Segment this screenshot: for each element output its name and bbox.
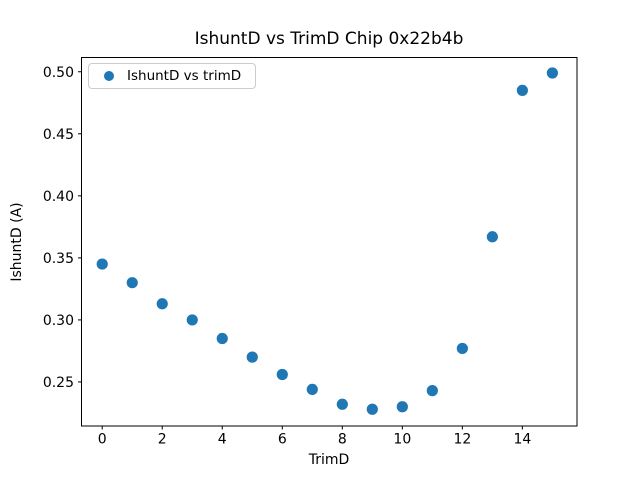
data-point	[276, 368, 288, 381]
data-point	[336, 398, 348, 410]
data-point	[546, 67, 558, 79]
legend-label: IshuntD vs trimD	[127, 68, 242, 84]
x-tick-label: 2	[158, 432, 167, 448]
y-tick-label: 0.30	[43, 313, 74, 329]
x-axis-label: TrimD	[308, 452, 350, 468]
chart-title: IshuntD vs TrimD Chip 0x22b4b	[194, 29, 464, 49]
data-point	[516, 84, 528, 96]
data-point	[306, 383, 318, 395]
data-point	[96, 258, 108, 270]
data-point	[216, 332, 228, 345]
data-point	[126, 277, 138, 289]
axes-spines	[81, 57, 578, 427]
x-tick-label: 10	[393, 432, 411, 448]
y-tick-label: 0.35	[43, 251, 74, 267]
data-point	[246, 351, 258, 363]
data-point	[396, 401, 408, 413]
y-tick-label: 0.50	[43, 65, 74, 81]
legend: IshuntD vs trimD	[88, 63, 256, 89]
y-tick-label: 0.45	[43, 127, 74, 143]
data-point	[486, 231, 498, 243]
x-tick-label: 6	[278, 432, 287, 448]
x-tick-label: 4	[218, 432, 227, 448]
data-point	[426, 385, 438, 397]
x-tick-label: 12	[453, 432, 471, 448]
legend-marker-dot	[104, 71, 114, 81]
x-tick-label: 0	[98, 432, 107, 448]
y-tick-label: 0.40	[43, 189, 74, 205]
y-tick-label: 0.25	[43, 375, 74, 391]
data-point	[366, 403, 378, 415]
data-point	[456, 342, 468, 355]
data-point	[156, 298, 168, 310]
data-point	[186, 314, 198, 326]
y-axis-label: IshuntD (A)	[9, 202, 25, 282]
x-tick-label: 14	[513, 432, 531, 448]
x-tick-label: 8	[338, 432, 347, 448]
